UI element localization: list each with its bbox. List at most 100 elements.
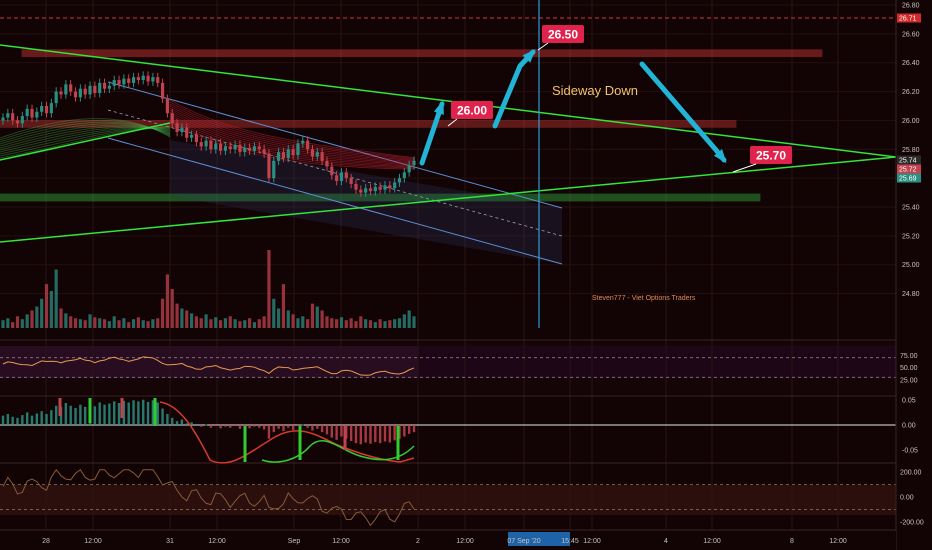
macd-hist-60 (291, 425, 295, 430)
candle-body-28 (136, 77, 140, 81)
arrow-up-small[interactable] (419, 101, 445, 166)
time-axis-bg (0, 531, 896, 550)
volume-bar-25 (122, 318, 126, 328)
macd-hist-21 (103, 404, 106, 425)
macd-hist-16 (79, 404, 82, 425)
macd-hist-81 (393, 425, 396, 441)
candle-body-40 (194, 134, 199, 143)
callout-pointer (537, 42, 549, 51)
macd-hist-80 (388, 425, 392, 443)
candle-body-30 (146, 75, 150, 82)
ribbon-green-8 (0, 123, 171, 145)
candle-body-64 (310, 149, 315, 157)
macd-hist-8 (40, 411, 43, 425)
candle-body-53 (257, 146, 261, 150)
candle-body-15 (73, 91, 78, 98)
volume-bar-75 (364, 319, 368, 328)
candle-body-33 (160, 82, 165, 99)
volume-bar-42 (204, 314, 208, 328)
trendlines[interactable] (0, 0, 897, 426)
price-tick-label: 26.20 (902, 89, 920, 96)
resistance-zone-mid (0, 120, 737, 128)
macd-hist-1 (6, 414, 10, 425)
volume-bar-29 (141, 320, 145, 328)
candle-body-77 (373, 186, 377, 192)
volume-bar-84 (407, 310, 411, 328)
volume-bar-81 (393, 319, 397, 328)
ribbon-green-9 (0, 121, 171, 143)
macd-hist-63 (306, 425, 309, 428)
volume-bar-32 (156, 318, 160, 328)
macd-hist-32 (156, 402, 159, 425)
volume-bar-21 (102, 319, 107, 328)
macd-hist-0 (1, 415, 5, 425)
macd-hist-37 (180, 419, 184, 425)
annotations[interactable]: Sideway Down Steven777 - Viet Options Tr… (419, 25, 792, 302)
candle-body-42 (204, 140, 208, 147)
callout-26-50[interactable]: 26.50 (537, 25, 584, 51)
candle-body-71 (344, 172, 348, 179)
candle-body-48 (233, 144, 237, 150)
macd-tick-label: 0.00 (902, 423, 916, 430)
volume-bar-9 (44, 284, 49, 328)
volume-bar-69 (335, 319, 339, 328)
candle-body-19 (93, 85, 97, 94)
candle-body-60 (291, 149, 295, 156)
callout-26-00[interactable]: 26.00 (447, 101, 493, 127)
volume-bar-80 (388, 320, 392, 328)
price-tag-bg (897, 155, 921, 165)
time-tick-label: 12:00 (332, 538, 350, 545)
candle-body-55 (267, 153, 271, 179)
volume-bar-78 (378, 319, 382, 328)
ribbon-red-2 (169, 103, 416, 161)
macd-hist-29 (142, 399, 145, 425)
volume-bar-54 (262, 316, 266, 328)
macd-hist-83 (403, 425, 406, 437)
volume-bar-17 (83, 320, 87, 328)
volume-bar-52 (252, 322, 257, 328)
volume-bar-56 (272, 298, 276, 328)
ribbon-green-11 (0, 118, 171, 139)
volume-bar-36 (175, 303, 179, 328)
volume-bar-53 (257, 319, 261, 328)
candle-body-47 (228, 146, 232, 150)
macd-hist-30 (146, 401, 150, 425)
ma-ribbon (0, 99, 416, 170)
candle-body-24 (117, 80, 121, 85)
price-tag-bg (897, 13, 921, 23)
ribbon-green-10 (0, 119, 171, 141)
volume-bar-40 (194, 316, 199, 328)
sideway-down-annotation[interactable]: Sideway Down (552, 83, 638, 98)
candle-body-45 (218, 143, 223, 151)
price-axis-bg (896, 0, 932, 550)
volume-bar-13 (64, 313, 68, 328)
macd-hist-53 (258, 425, 261, 428)
volume-bar-72 (349, 318, 353, 328)
ribbon-trendline[interactable] (0, 122, 171, 161)
price-tick-label: 24.80 (902, 291, 920, 298)
candle-body-80 (388, 185, 392, 189)
volume-bar-38 (185, 310, 189, 328)
candle-body-65 (315, 152, 319, 157)
candle-body-61 (296, 143, 300, 156)
cci-tick-label: 200.00 (900, 470, 922, 477)
callout-25-70[interactable]: 25.70 (732, 146, 792, 173)
callout-box (542, 25, 584, 43)
macd-hist-19 (93, 406, 97, 425)
candle-body-76 (368, 188, 373, 192)
candle-body-23 (112, 80, 116, 86)
descending-trendline[interactable] (0, 44, 897, 158)
volume-bar-5 (25, 314, 29, 328)
candle-body-67 (325, 160, 329, 167)
macd-panel (1, 398, 416, 464)
volume-bar-30 (146, 321, 150, 328)
ascending-trendline[interactable] (0, 156, 897, 243)
callout-text: 26.50 (548, 28, 578, 42)
rsi-band-future (418, 346, 896, 378)
macd-hist-59 (287, 425, 290, 428)
volume-bar-62 (301, 316, 305, 328)
candle-body-56 (272, 160, 276, 179)
macd-hist-40 (195, 425, 198, 426)
arrow-up-large-head (522, 49, 536, 63)
